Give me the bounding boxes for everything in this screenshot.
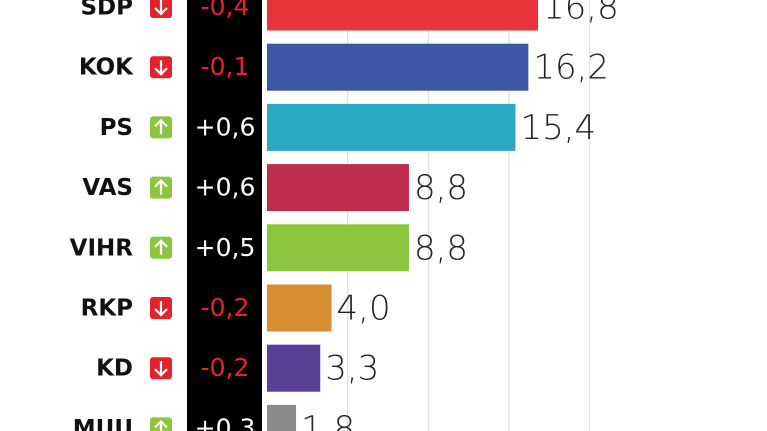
- party-label: VAS: [82, 175, 133, 201]
- change-arrow: [154, 361, 168, 377]
- party-label: MUU: [73, 416, 133, 431]
- change-arrow: [154, 0, 168, 16]
- change-arrow: [154, 60, 168, 76]
- value-label: 16,8: [543, 0, 619, 28]
- bar: [267, 404, 297, 431]
- change-label: +0,3: [195, 413, 256, 431]
- change-arrow: [154, 239, 168, 255]
- change-label: -0,2: [201, 353, 250, 382]
- change-label: +0,6: [195, 112, 256, 141]
- change-label: -0,1: [201, 52, 250, 81]
- bar: [267, 344, 321, 392]
- bar: [267, 103, 516, 151]
- change-arrow: [154, 419, 168, 431]
- value-label: 4,0: [337, 289, 391, 329]
- party-label: SDP: [80, 0, 133, 21]
- value-label: 16,2: [533, 48, 609, 88]
- party-label: VIHR: [70, 235, 134, 261]
- change-column: [187, 0, 262, 431]
- value-label: 8,8: [414, 168, 468, 208]
- change-arrow: [154, 118, 168, 135]
- value-label: 3,3: [325, 349, 379, 389]
- party-label: KOK: [79, 55, 134, 81]
- value-label: 1,8: [301, 409, 355, 431]
- value-label: 15,4: [520, 108, 596, 148]
- change-label: +0,6: [195, 173, 256, 202]
- change-label: -0,4: [201, 0, 250, 21]
- change-label: +0,5: [195, 233, 256, 262]
- bar: [267, 224, 409, 272]
- party-label: PS: [100, 115, 133, 141]
- bar: [267, 0, 539, 31]
- party-label: KD: [96, 356, 133, 382]
- change-arrow: [154, 301, 168, 317]
- value-label: 8,8: [414, 228, 468, 268]
- bar: [267, 164, 409, 212]
- change-label: -0,2: [201, 293, 250, 322]
- bar: [267, 284, 332, 332]
- change-arrow: [154, 179, 168, 195]
- bar: [267, 43, 529, 91]
- party-label: RKP: [81, 296, 133, 322]
